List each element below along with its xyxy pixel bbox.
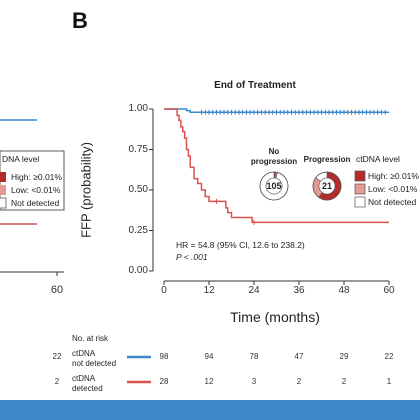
legend-item-low: Low: <0.01% [368, 184, 418, 194]
survival-chart [127, 108, 390, 384]
panel-a-risk-value-2: 2 [54, 377, 60, 386]
hr-annotation: HR = 54.8 (95% CI, 12.6 to 238.2) [176, 240, 305, 250]
donut-no-progression-outline [259, 171, 289, 201]
survival-curve-detected [164, 108, 389, 224]
no-progression-label-line1: No [268, 147, 280, 156]
risk-value: 28 [159, 377, 169, 386]
legend-item-high: High: ≥0.01% [368, 171, 419, 181]
legend-layer [354, 170, 366, 208]
y-tick-label-0.50: 0.50 [128, 184, 148, 195]
risk-row-label-detected: ctDNA detected [72, 374, 103, 394]
donut-progression [312, 171, 342, 201]
risk-value: 22 [384, 352, 394, 361]
donut-progression-outline [312, 171, 342, 201]
panel-a-legend-swatch-high [0, 172, 6, 182]
legend-item-not-detected: Not detected [368, 197, 417, 207]
risk-table-header: No. at risk [72, 334, 109, 343]
panel-a-legend-swatch-low [0, 185, 6, 195]
x-tick-label-0: 0 [161, 285, 167, 296]
progression-count: 21 [321, 181, 332, 191]
y-tick-label-0.00: 0.00 [128, 265, 148, 276]
no-progression-label-line2: progression [250, 157, 298, 166]
donut-no-progression [259, 171, 289, 201]
donut-layer [259, 171, 342, 201]
risk-row-label-not-detected-line1: ctDNA [72, 349, 96, 358]
risk-value: 98 [159, 352, 169, 361]
p-value-annotation: P < .001 [176, 252, 208, 262]
risk-layer [127, 355, 151, 384]
panel-a-legend-high: High: ≥0.01% [11, 172, 62, 182]
risk-row-label-detected-line1: ctDNA [72, 374, 96, 383]
legend-swatch [354, 170, 366, 182]
risk-value: 12 [204, 377, 214, 386]
series-layer [164, 108, 389, 225]
risk-row-label-detected-line2: detected [72, 384, 103, 393]
panel-a-graphics [0, 119, 65, 276]
x-tick-label-36: 36 [293, 285, 305, 296]
y-tick-label-0.25: 0.25 [128, 225, 148, 236]
risk-value: 47 [294, 352, 304, 361]
y-tick-label-0.75: 0.75 [128, 144, 148, 155]
x-tick-label-24: 24 [248, 285, 260, 296]
panel-a-risk-value-1: 22 [52, 352, 62, 361]
panel-a-x-tick-label: 60 [50, 284, 64, 296]
x-tick-label-48: 48 [338, 285, 350, 296]
risk-value: 29 [339, 352, 349, 361]
panel-a-legend-low: Low: <0.01% [11, 185, 61, 195]
risk-value: 2 [296, 377, 302, 386]
panel-a-legend-box [0, 150, 65, 211]
x-tick-label-12: 12 [203, 285, 215, 296]
panel-label: B [72, 8, 88, 33]
no-progression-count: 105 [266, 181, 282, 191]
panel-a-legend-none: Not detected [11, 198, 60, 208]
survival-curve-not-detected [164, 108, 389, 113]
risk-value: 1 [386, 377, 392, 386]
progression-label: Progression [303, 155, 351, 164]
chart-title: End of Treatment [214, 80, 296, 91]
axes-layer [149, 108, 390, 285]
risk-value: 78 [249, 352, 259, 361]
legend-title: ctDNA level [356, 154, 400, 164]
risk-value: 3 [251, 377, 257, 386]
risk-value: 94 [204, 352, 214, 361]
donut-progression-hole [318, 177, 336, 195]
legend-swatch [354, 183, 366, 195]
risk-row-label-not-detected: ctDNA not detected [72, 349, 116, 369]
panel-a-fragment: DNA level High: ≥0.01% Low: <0.01% Not d… [0, 0, 68, 400]
risk-value: 2 [341, 377, 347, 386]
panel-a-legend-title: DNA level [2, 154, 40, 164]
panel-a-legend-swatch-none [0, 197, 7, 209]
donut-no-progression-hole [265, 177, 283, 195]
page-footer-bar [0, 400, 420, 420]
x-axis-label: Time (months) [230, 309, 320, 325]
y-tick-label-1.00: 1.00 [128, 103, 148, 114]
x-tick-label-60: 60 [383, 285, 395, 296]
risk-row-label-not-detected-line2: not detected [72, 359, 117, 368]
legend-swatch [354, 196, 366, 208]
